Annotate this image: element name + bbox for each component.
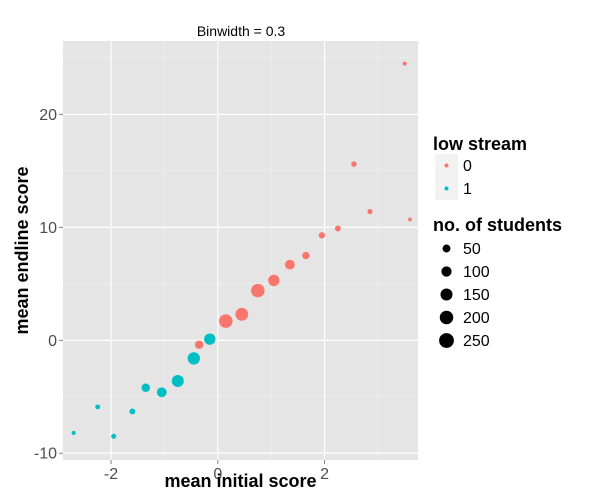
x-axis-title: mean initial score — [164, 471, 316, 491]
data-point-stream-1 — [111, 433, 117, 439]
size-legend-swatch — [442, 244, 451, 253]
size-legend-label: 150 — [463, 287, 490, 304]
color-legend-title: low stream — [433, 134, 527, 154]
size-legend-title: no. of students — [433, 215, 562, 235]
minor-grid — [63, 41, 418, 460]
data-point-stream-1 — [156, 387, 167, 398]
data-point-stream-1 — [171, 374, 184, 387]
size-legend-swatch — [439, 310, 454, 325]
size-legend-swatch — [439, 333, 454, 348]
color-legend-label: 0 — [463, 158, 472, 175]
x-tick-label: 0 — [213, 466, 222, 483]
data-point-stream-0 — [219, 314, 233, 328]
size-legend-label: 250 — [463, 333, 490, 350]
data-point-stream-1 — [187, 352, 200, 365]
x-tick-label: -2 — [104, 466, 118, 483]
data-point-stream-0 — [408, 217, 412, 222]
plot-panel — [63, 41, 418, 460]
size-legend-label: 100 — [463, 264, 490, 281]
x-axis-ticks: -2 0 2 — [104, 460, 329, 483]
size-legend-swatch — [441, 266, 452, 277]
y-tick-label: 0 — [48, 333, 57, 350]
y-tick-label: 10 — [39, 220, 57, 237]
y-tick-label: 20 — [39, 107, 57, 124]
data-point-stream-0 — [351, 161, 357, 167]
data-point-stream-1 — [129, 408, 136, 415]
data-point-stream-0 — [284, 259, 295, 270]
y-axis-ticks: -10 0 10 20 — [34, 107, 63, 463]
data-point-stream-1 — [95, 404, 101, 410]
data-point-stream-0 — [268, 274, 280, 287]
y-axis-title: mean endline score — [12, 166, 32, 334]
data-point-stream-0 — [235, 307, 249, 321]
data-point-stream-0 — [194, 340, 204, 350]
color-legend-swatch — [444, 163, 449, 168]
data-point-stream-0 — [302, 251, 310, 260]
chart-title: Binwidth = 0.3 — [197, 23, 286, 39]
size-legend-label: 200 — [463, 310, 490, 327]
x-tick-label: 2 — [320, 466, 329, 483]
y-tick-label: -10 — [34, 446, 57, 463]
data-point-stream-0 — [367, 208, 373, 215]
data-point-stream-1 — [71, 430, 76, 435]
color-legend-label: 1 — [463, 181, 472, 198]
data-point-stream-0 — [318, 232, 326, 239]
points-layer — [71, 61, 412, 439]
color-legend: low stream 0 1 — [433, 134, 527, 200]
data-point-stream-1 — [141, 383, 150, 392]
size-legend: no. of students 50 100 150 200 250 — [433, 215, 562, 352]
color-legend-swatch — [444, 186, 449, 191]
data-point-stream-0 — [334, 225, 341, 232]
data-point-stream-0 — [402, 61, 407, 66]
data-point-stream-1 — [204, 333, 216, 345]
size-legend-label: 50 — [463, 241, 481, 258]
major-grid — [63, 41, 418, 460]
data-point-stream-0 — [251, 283, 265, 298]
size-legend-swatch — [440, 288, 453, 301]
